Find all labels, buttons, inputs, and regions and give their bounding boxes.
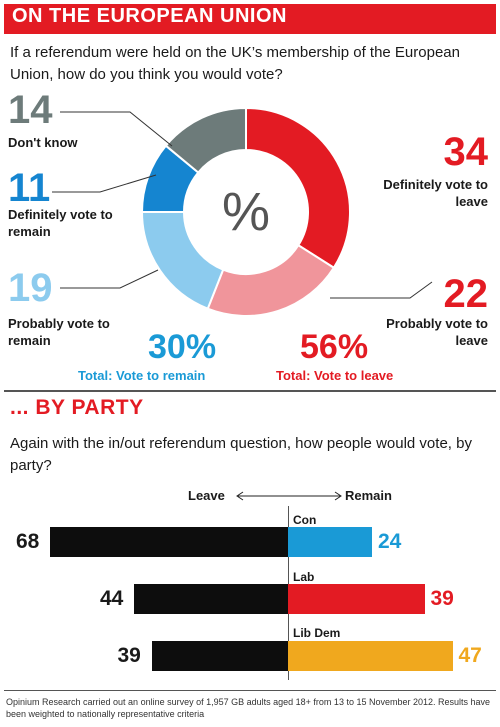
leader-line-prob-leave [330, 281, 433, 299]
remain-axis-label: Remain [345, 488, 392, 503]
section-divider [4, 390, 496, 392]
leader-line-def-remain [52, 174, 157, 193]
remain-bar-lab [288, 584, 425, 614]
remain-value-con: 24 [378, 530, 402, 553]
party-name-lab: Lab [293, 570, 315, 584]
total-remain-pct: 30% [148, 328, 217, 366]
percent-symbol: % [222, 182, 270, 242]
dont-know-label: Don't know [8, 135, 78, 150]
remain-value-lib-dem: 47 [458, 644, 482, 667]
prob-leave-label: Probably vote to leave [386, 316, 488, 348]
leave-bar-con [50, 527, 288, 557]
def-leave-label: Definitely vote to leave [383, 177, 488, 209]
leader-line-prob-remain [60, 269, 159, 289]
page-title: ON THE EUROPEAN UNION [12, 5, 287, 27]
donut-chart: % [140, 106, 351, 317]
dont-know-value: 14 [8, 88, 53, 132]
remain-bar-lib-dem [288, 641, 453, 671]
def-remain-value: 11 [8, 166, 51, 210]
party-name-lib-dem: Lib Dem [293, 626, 341, 640]
prob-remain-value: 19 [8, 266, 53, 310]
leave-value-lib-dem: 39 [117, 644, 141, 667]
leave-bar-lab [134, 584, 288, 614]
leave-value-lab: 44 [100, 587, 124, 610]
remain-bar-con [288, 527, 372, 557]
party-name-con: Con [293, 513, 317, 527]
leave-value-con: 68 [16, 530, 40, 553]
header-bar [4, 4, 496, 34]
footer-divider [4, 690, 496, 691]
def-leave-value: 34 [443, 130, 489, 174]
footnote: Opinium Research carried out an online s… [6, 697, 491, 719]
section-title-by-party: ... BY PARTY [10, 396, 144, 419]
total-remain-label: Total: Vote to remain [78, 368, 206, 383]
def-remain-label: Definitely vote to remain [8, 207, 113, 239]
total-leave-pct: 56% [300, 328, 369, 366]
slice-dont-know [164, 106, 247, 174]
leave-bar-lib-dem [151, 641, 288, 671]
prob-leave-value: 22 [443, 272, 489, 316]
slice-definitely-leave [245, 106, 351, 270]
question-text: If a referendum were held on the UK’s me… [10, 44, 460, 83]
prob-remain-label: Probably vote to remain [8, 316, 110, 348]
party-question-text: Again with the in/out referendum questio… [10, 435, 472, 474]
leader-line-dont-know [60, 111, 173, 147]
direction-arrow [236, 491, 342, 501]
total-leave-label: Total: Vote to leave [276, 368, 394, 383]
remain-value-lab: 39 [430, 587, 454, 610]
leave-axis-label: Leave [188, 488, 225, 503]
